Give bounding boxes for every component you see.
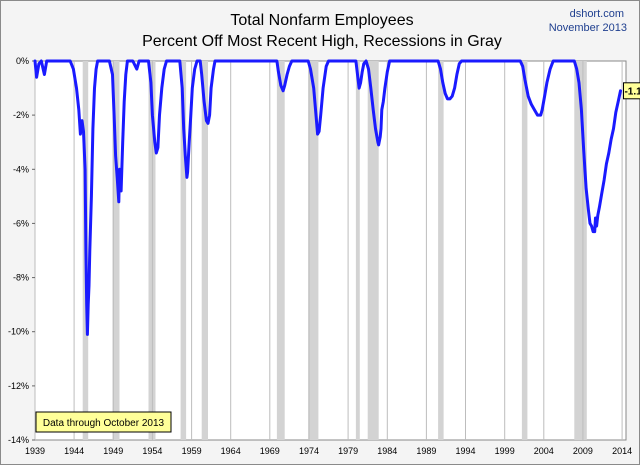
source-date: November 2013 [549,22,627,34]
series-layer [33,59,622,336]
x-tick-label: 2004 [534,446,554,456]
series-line [33,59,622,336]
callout-label: -1.1% [624,86,640,97]
y-tick-label: -10% [8,327,29,337]
y-tick-label: -6% [13,218,29,228]
y-tick-label: -14% [8,435,29,445]
recession-band [112,61,120,440]
x-tick-label: 1944 [64,446,84,456]
data-note: Data through October 2013 [43,418,165,429]
recession-band [438,61,444,440]
recession-band [308,61,319,440]
x-tick-label: 2009 [573,446,593,456]
x-tick-label: 1954 [142,446,162,456]
y-tick-label: -4% [13,164,29,174]
x-tick-label: 1939 [25,446,45,456]
annotation-layer: -1.1% [623,82,640,100]
x-tick-label: 1979 [338,446,358,456]
x-tick-label: 1969 [260,446,280,456]
y-tick-label: -2% [13,110,29,120]
x-tick-label: 1989 [416,446,436,456]
chart-title: Total Nonfarm Employees [230,12,413,29]
x-tick-label: 1964 [221,446,241,456]
data-note-box [35,411,172,433]
y-tick-label: -8% [13,273,29,283]
recession-band [201,61,208,440]
plot-area [34,60,627,441]
recession-band [276,61,285,440]
x-tick-label: 1974 [299,446,319,456]
x-tick-label: 1994 [455,446,475,456]
x-tick-label: 2014 [612,446,632,456]
recession-band [180,61,187,440]
callout-box [623,82,640,100]
chart-subtitle: Percent Off Most Recent High, Recessions… [142,33,502,50]
x-tick-label: 1999 [495,446,515,456]
source-site: dshort.com [570,8,624,20]
y-tick-label: -12% [8,381,29,391]
y-axis-ticks: 0% -2% -4% -6% -8% -10% -12% -14% [8,56,35,445]
x-axis-ticks: 1939 1944 1949 1954 1959 1964 1969 1974 1979 1984… [25,446,632,456]
y-tick-label: 0% [16,56,29,66]
x-tick-label: 1949 [103,446,123,456]
recession-band [355,61,360,440]
recession-band [521,61,528,440]
recession-band [367,61,379,440]
x-tick-label: 1984 [377,446,397,456]
x-tick-label: 1959 [182,446,202,456]
